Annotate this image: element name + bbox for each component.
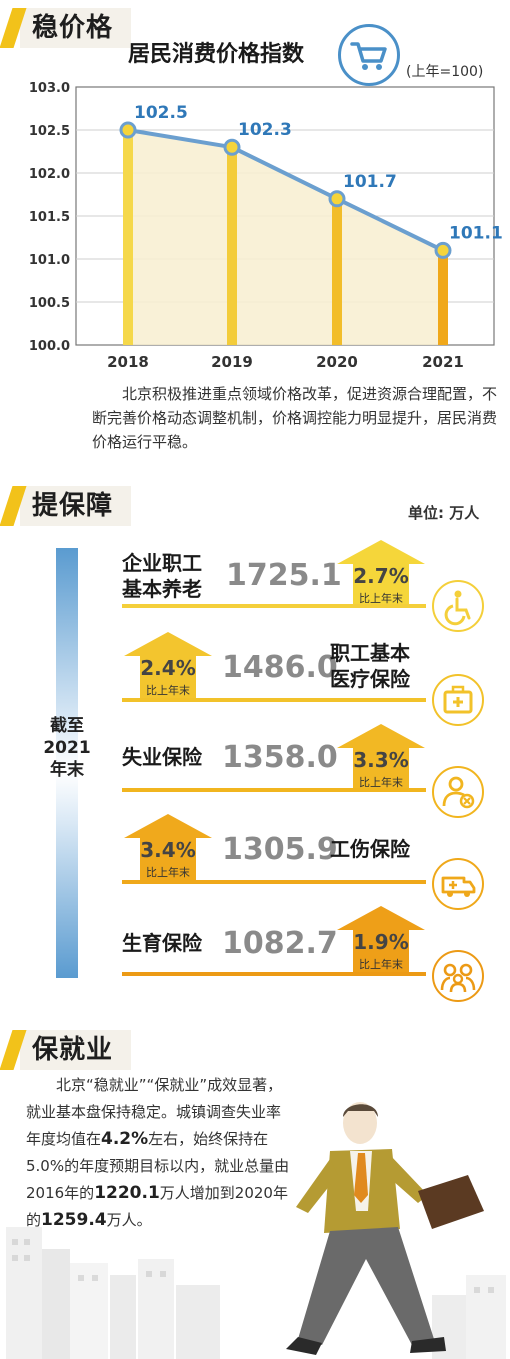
trend-line xyxy=(127,128,444,253)
medical-growth-arrow: 2.4% 比上年末 xyxy=(122,630,214,700)
medical-value: 1486.0 xyxy=(222,650,338,685)
businessman-figure xyxy=(286,1102,484,1355)
unit-label: 单位: 万人 xyxy=(408,504,480,522)
pension-name: 企业职工 基本养老 xyxy=(122,550,202,602)
medical-name-line1: 职工基本 xyxy=(330,641,410,665)
trend-area xyxy=(128,130,443,345)
maternity-growth-arrow: 1.9% 比上年末 xyxy=(335,904,427,974)
injury-value: 1305.9 xyxy=(222,832,338,867)
as-of-line-3: 年末 xyxy=(50,760,84,780)
y-tick-label: 102.5 xyxy=(29,124,70,139)
x-tick-label: 2018 xyxy=(107,353,149,370)
injury-underline xyxy=(122,880,426,884)
injury-growth-pct: 3.4% xyxy=(140,838,196,862)
pension-growth-arrow: 2.7% 比上年末 xyxy=(335,538,427,608)
ambulance-icon xyxy=(432,858,484,910)
unemployment-underline xyxy=(122,788,426,792)
maternity-growth-pct: 1.9% xyxy=(353,930,409,954)
injury-growth-arrow: 3.4% 比上年末 xyxy=(122,812,214,882)
unemployment-growth-pct: 3.3% xyxy=(353,748,409,772)
pension-growth-pct: 2.7% xyxy=(353,564,409,588)
family-icon xyxy=(432,950,484,1002)
cpi-chart: 100.0 100.5 101.0 101.5 102.0 102.5 103.0 102.… xyxy=(29,81,503,370)
unemployment-name: 失业保险 xyxy=(122,745,202,769)
point-2018 xyxy=(119,121,137,139)
value-label-2020: 101.7 xyxy=(343,172,397,192)
pension-underline xyxy=(122,604,426,608)
medical-name-line2: 医疗保险 xyxy=(330,667,410,691)
chart-unit: (上年=100) xyxy=(406,64,484,80)
employment-text-1: 北京“稳就业”“保就业”成效显著，就业基本盘保持稳定。城镇调查失业率年度均值在 xyxy=(26,1076,283,1148)
section-title-security: 提保障 xyxy=(20,486,132,526)
section-tab-employment: 保就业 xyxy=(0,1030,132,1070)
as-of-label: 截至 2021 年末 xyxy=(36,715,98,781)
medical-name: 职工基本 医疗保险 xyxy=(330,640,410,692)
maternity-name: 生育保险 xyxy=(122,931,202,955)
as-of-line-2: 2021 xyxy=(43,738,91,758)
value-label-2021: 101.1 xyxy=(449,223,503,243)
medical-growth-note: 比上年末 xyxy=(146,684,190,697)
section-tab-security: 提保障 xyxy=(0,486,132,526)
y-tick-label: 101.5 xyxy=(29,210,70,225)
wheelchair-icon xyxy=(432,580,484,632)
chart-title: 居民消费价格指数 xyxy=(128,42,305,67)
maternity-underline xyxy=(122,972,426,976)
section-tab-price: 稳价格 xyxy=(0,8,132,48)
unemployment-value: 1358.0 xyxy=(222,740,338,775)
employment-text-4: 万人。 xyxy=(106,1211,152,1229)
x-tick-label: 2020 xyxy=(316,353,358,370)
pension-name-line1: 企业职工 xyxy=(122,551,202,575)
pension-growth-note: 比上年末 xyxy=(359,592,403,605)
bar-2020 xyxy=(332,198,342,345)
maternity-growth-note: 比上年末 xyxy=(359,958,403,971)
x-tick-label: 2019 xyxy=(211,353,253,370)
unemployed-person-icon xyxy=(432,766,484,818)
pension-name-line2: 基本养老 xyxy=(122,577,202,601)
employment-2020: 1259.4 xyxy=(41,1210,107,1230)
bar-2021 xyxy=(438,250,448,345)
value-label-2018: 102.5 xyxy=(134,103,188,123)
section-title-price: 稳价格 xyxy=(20,8,132,48)
medical-kit-icon xyxy=(432,674,484,726)
injury-name: 工伤保险 xyxy=(330,837,410,861)
maternity-value: 1082.7 xyxy=(222,926,338,961)
employment-2016: 1220.1 xyxy=(94,1183,160,1203)
shopping-cart-icon xyxy=(338,24,400,86)
timeline-bar xyxy=(56,548,78,978)
y-tick-label: 102.0 xyxy=(29,167,70,182)
point-2019 xyxy=(223,138,241,156)
injury-growth-note: 比上年末 xyxy=(146,866,190,879)
value-label-2019: 102.3 xyxy=(238,120,292,140)
y-tick-label: 100.0 xyxy=(29,339,70,354)
unemployment-growth-arrow: 3.3% 比上年末 xyxy=(335,722,427,792)
y-tick-label: 101.0 xyxy=(29,253,70,268)
employment-text-2: 左右，始终保持在5.0%的年度预期目标以内，就业总量由2016年的 xyxy=(26,1130,290,1202)
point-2021 xyxy=(434,241,452,259)
section-title-employment: 保就业 xyxy=(20,1030,132,1070)
y-tick-label: 103.0 xyxy=(29,81,70,96)
unemployment-growth-note: 比上年末 xyxy=(359,776,403,789)
price-description: 北京积极推进重点领域价格改革，促进资源合理配置，不断完善价格动态调整机制，价格调… xyxy=(92,385,498,451)
point-2020 xyxy=(328,190,346,208)
employment-text-3: 万人增加到2020年的 xyxy=(26,1184,288,1229)
employment-description: 北京“稳就业”“保就业”成效显著，就业基本盘保持稳定。城镇调查失业率年度均值在4… xyxy=(26,1072,294,1234)
city-illustration xyxy=(6,1102,506,1359)
x-tick-label: 2021 xyxy=(422,353,464,370)
pension-value: 1725.1 xyxy=(226,558,342,593)
bar-2018 xyxy=(123,130,133,345)
medical-underline xyxy=(122,698,426,702)
as-of-line-1: 截至 xyxy=(50,716,84,736)
y-tick-label: 100.5 xyxy=(29,296,70,311)
bar-2019 xyxy=(227,147,237,345)
unemployment-rate: 4.2% xyxy=(101,1129,149,1149)
medical-growth-pct: 2.4% xyxy=(140,656,196,680)
